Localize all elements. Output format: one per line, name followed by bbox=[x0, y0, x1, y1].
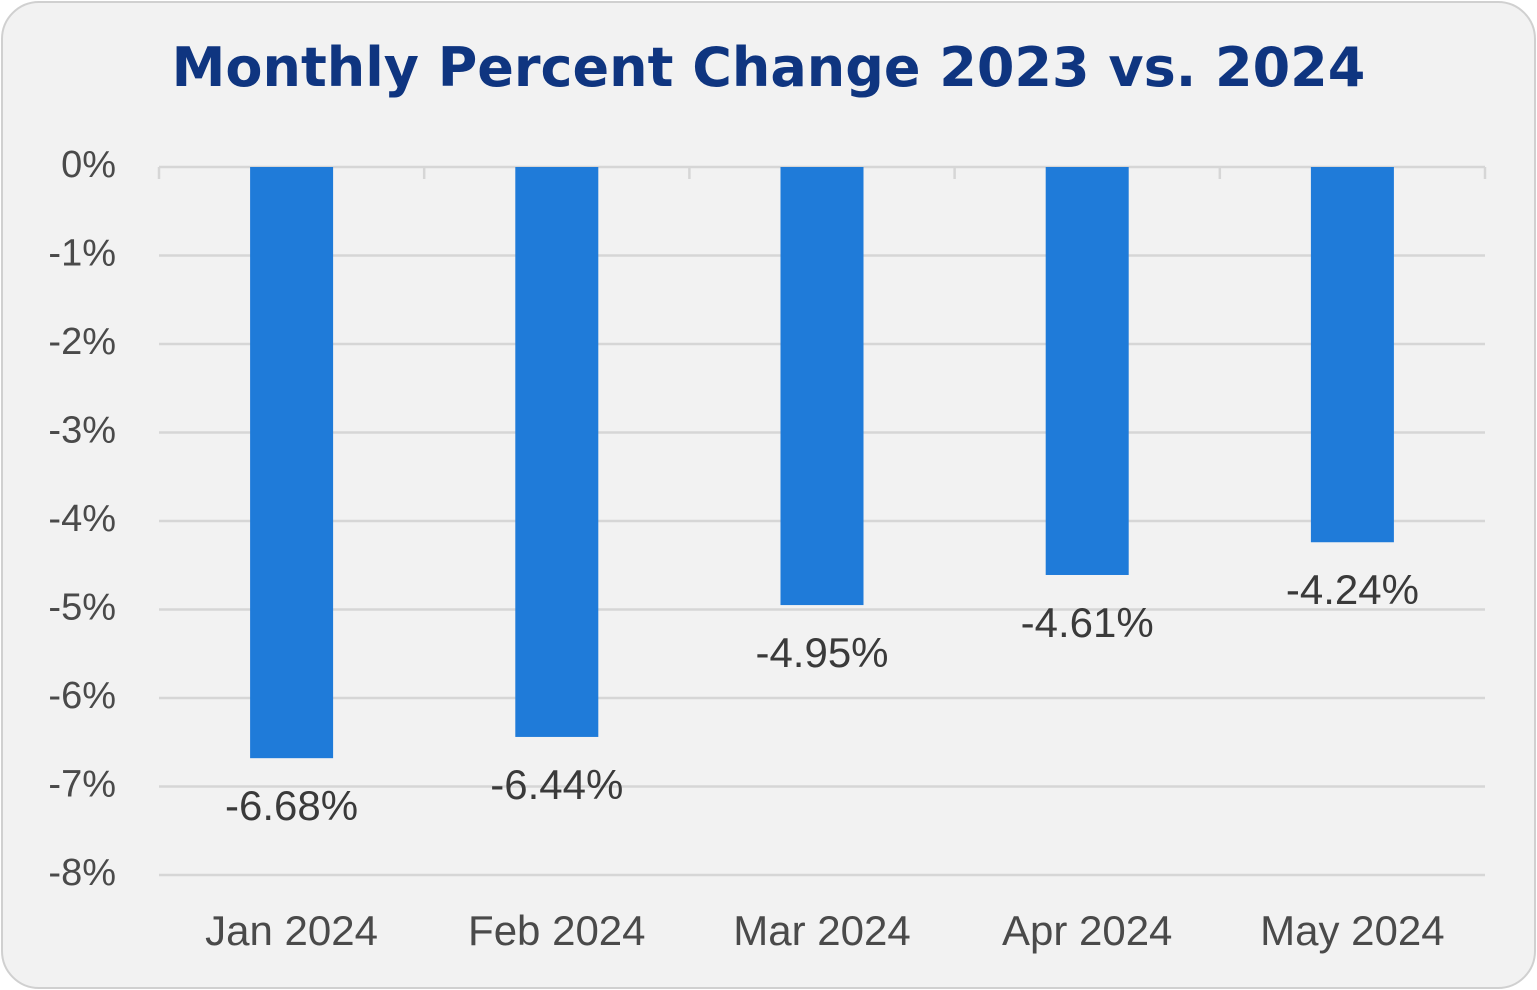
y-tick-label: -8% bbox=[48, 852, 116, 894]
y-tick-label: -3% bbox=[48, 410, 116, 452]
data-label: -6.44% bbox=[490, 761, 623, 808]
y-tick-label: 0% bbox=[61, 144, 116, 186]
bar bbox=[250, 167, 334, 759]
y-tick-label: -7% bbox=[48, 764, 116, 806]
y-tick-label: -1% bbox=[48, 233, 116, 275]
bar bbox=[515, 167, 599, 737]
data-label: -4.95% bbox=[755, 629, 888, 676]
bar bbox=[1310, 167, 1394, 543]
data-label: -6.68% bbox=[225, 782, 358, 829]
y-tick-label: -6% bbox=[48, 675, 116, 717]
y-tick-label: -2% bbox=[48, 321, 116, 363]
y-tick-label: -5% bbox=[48, 587, 116, 629]
x-category-label: Jan 2024 bbox=[205, 907, 378, 954]
x-category-label: Apr 2024 bbox=[1002, 907, 1172, 954]
bar bbox=[1045, 167, 1129, 575]
y-tick-label: -4% bbox=[48, 498, 116, 540]
x-category-label: May 2024 bbox=[1260, 907, 1444, 954]
chart-title: Monthly Percent Change 2023 vs. 2024 bbox=[171, 36, 1366, 99]
bar bbox=[780, 167, 864, 606]
data-label: -4.24% bbox=[1286, 566, 1419, 613]
data-label: -4.61% bbox=[1021, 599, 1154, 646]
x-category-label: Feb 2024 bbox=[468, 907, 645, 954]
x-category-label: Mar 2024 bbox=[733, 907, 910, 954]
